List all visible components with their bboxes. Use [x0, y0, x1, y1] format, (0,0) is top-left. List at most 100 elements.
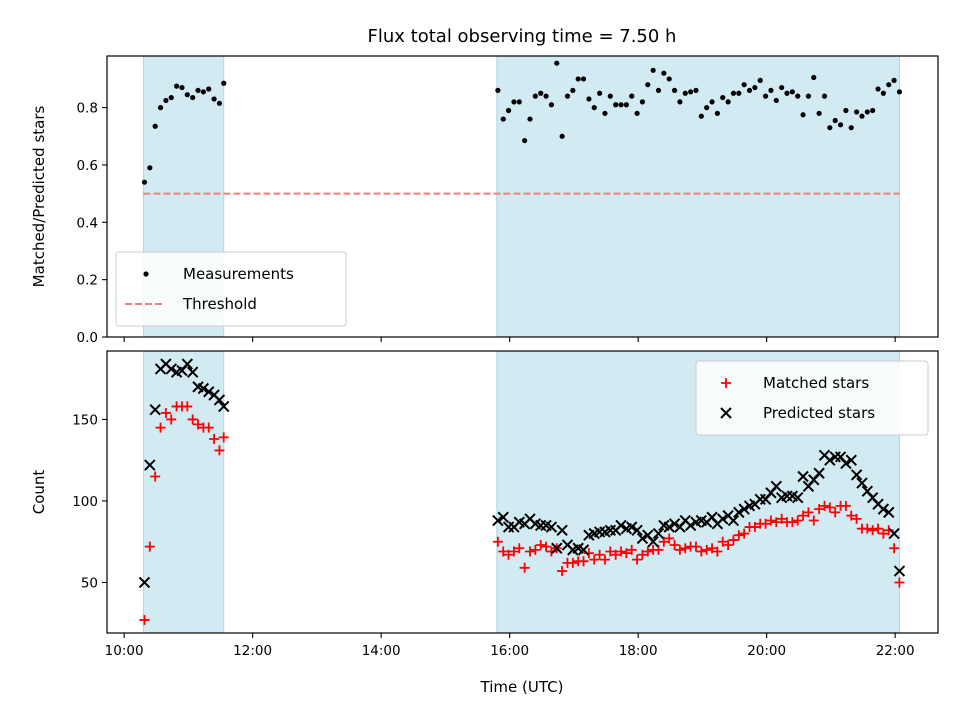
matched-stars-point	[610, 549, 621, 560]
legend-box	[695, 360, 929, 436]
matched-stars-point	[503, 549, 514, 560]
predicted-stars-point	[545, 521, 558, 533]
matched-stars-point	[594, 549, 605, 560]
measurements-point	[580, 76, 587, 82]
measurements-point	[522, 137, 528, 144]
matched-stars-point	[637, 549, 648, 560]
matched-stars-point	[846, 510, 857, 521]
y-tick-label: 0.4	[77, 215, 98, 231]
matched-stars-point	[889, 543, 900, 554]
measurements-point	[602, 110, 608, 116]
matched-stars-point	[696, 546, 707, 557]
measurements-point	[548, 102, 555, 108]
predicted-stars-point	[733, 506, 745, 519]
matched-stars-point	[155, 422, 166, 433]
measurements-point	[505, 107, 512, 114]
measurements-point	[693, 87, 699, 94]
predicted-stars-point	[197, 382, 210, 395]
x-tick-label: 16:00	[490, 643, 529, 659]
predicted-stars-point	[652, 527, 665, 540]
matched-stars-point	[621, 548, 632, 559]
measurements-point	[147, 165, 153, 171]
matched-stars-point	[787, 517, 798, 528]
measurements-point	[875, 86, 881, 92]
x-tick-label: 14:00	[362, 643, 401, 659]
measurements-point	[500, 116, 506, 122]
matched-stars-point	[803, 507, 814, 518]
matched-stars-point	[814, 504, 825, 515]
predicted-stars-point	[668, 518, 681, 530]
measurements-point	[639, 99, 646, 105]
measurements-point	[714, 110, 720, 116]
matched-stars-point	[701, 544, 712, 555]
measurements-point	[629, 93, 635, 99]
measurements-point	[725, 99, 731, 105]
matched-stars-point	[508, 546, 519, 557]
matched-stars-point	[589, 554, 600, 565]
predicted-stars-point	[888, 527, 900, 540]
measurements-point	[152, 123, 158, 129]
measurements-point	[575, 76, 581, 82]
y-tick-label: 0.2	[77, 273, 98, 289]
measurements-point	[174, 83, 180, 89]
matched-stars-point	[218, 432, 229, 443]
measurements-point	[527, 116, 533, 122]
matched-stars-point	[139, 614, 150, 625]
measurements-point	[211, 96, 217, 102]
matched-stars-point	[723, 539, 734, 550]
measurements-point	[607, 93, 613, 99]
predicted-stars-point	[770, 480, 783, 493]
matched-stars-point	[514, 543, 525, 554]
measurements-point	[746, 87, 753, 94]
x-tick-label: 12:00	[233, 643, 272, 659]
matched-stars-point	[160, 407, 171, 418]
measurements-point	[597, 90, 603, 96]
matched-stars-point	[658, 536, 669, 547]
matched-stars-point	[578, 556, 589, 567]
predicted-stars-point	[213, 394, 226, 406]
matched-stars-point	[862, 523, 873, 534]
measurements-point	[671, 87, 678, 94]
matched-stars-point	[765, 515, 776, 526]
measurements-point	[613, 102, 619, 108]
ratio-x-ticks	[123, 337, 896, 342]
measurements-point	[848, 125, 854, 131]
legend-measurements-swatch	[143, 271, 149, 277]
measurements-point	[779, 84, 785, 91]
matched-stars-point	[530, 544, 541, 555]
matched-stars-point	[626, 544, 637, 555]
matched-stars-point	[733, 530, 744, 541]
predicted-stars-point	[203, 386, 215, 398]
matched-stars-point	[524, 546, 535, 557]
measurements-point	[682, 90, 688, 96]
measurements-point	[559, 133, 565, 139]
legend-predicted-stars-swatch	[720, 407, 732, 419]
measurements-point	[184, 92, 190, 98]
measurements-point	[564, 93, 571, 99]
predicted-stars-point	[636, 532, 649, 545]
matched-stars-point	[878, 528, 889, 539]
predicted-stars-point	[856, 477, 868, 489]
measurements-point	[805, 93, 812, 99]
measurements-point	[741, 82, 747, 88]
ratio-panel: 0.00.20.40.60.8 Matched/Predicted stars …	[30, 55, 939, 346]
measurements-point	[650, 67, 656, 73]
measurements-point	[634, 110, 640, 116]
star-count-points	[138, 358, 906, 625]
measurements-point	[495, 87, 501, 94]
measurements-point	[157, 105, 164, 111]
matched-stars-point	[664, 533, 675, 544]
ratio-y-axis-label: Matched/Predicted stars	[30, 106, 48, 288]
measurements-point	[661, 70, 667, 76]
measurements-point	[623, 102, 629, 108]
matched-stars-point	[567, 557, 578, 568]
measurements-point	[216, 100, 223, 106]
observing-spans	[142, 55, 900, 338]
x-tick-label: 22:00	[876, 643, 915, 659]
measurements-point	[870, 107, 876, 114]
measurements-point	[811, 74, 817, 81]
predicted-stars-point	[497, 511, 509, 523]
matched-stars-point	[894, 577, 905, 588]
matched-stars-point	[492, 536, 503, 547]
x-tick-label: 18:00	[619, 643, 658, 659]
